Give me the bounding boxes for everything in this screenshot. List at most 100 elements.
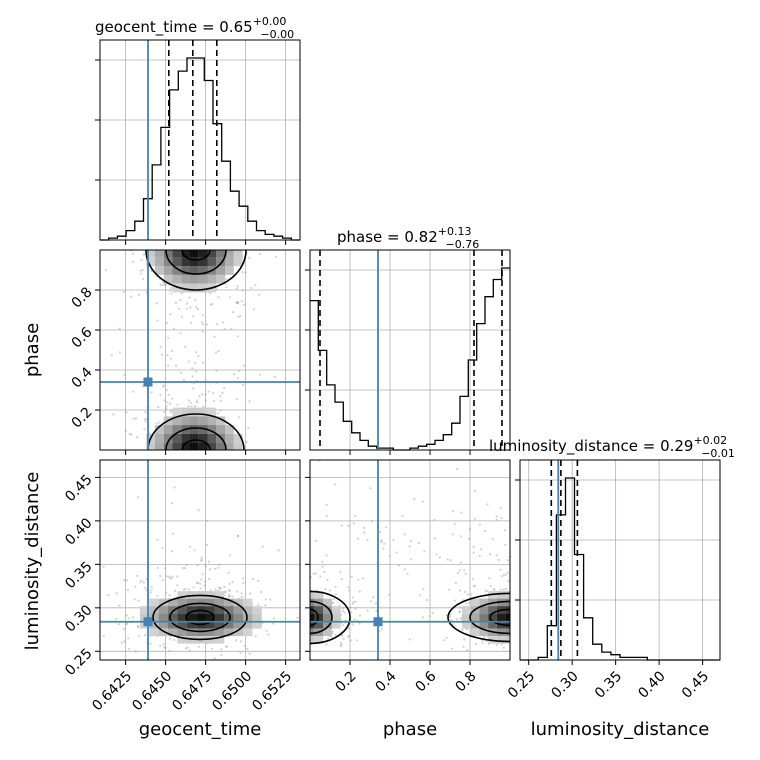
sample-point [259,252,262,255]
sample-point [347,635,350,639]
density-cell [243,628,253,637]
density-cell [198,433,208,443]
density-cell [331,613,341,622]
sample-point [503,529,506,532]
sample-point [507,580,510,583]
density-cell [198,283,208,293]
density-cell [196,613,206,622]
sample-point [118,604,121,607]
xlabel-geocent-time: geocent_time [139,719,262,740]
sample-point [261,545,264,548]
sample-point [491,537,494,541]
sample-point [125,614,128,617]
sample-point [492,587,495,591]
sample-point [205,543,209,547]
density-cell [216,266,226,275]
sample-point [236,335,239,338]
tick-label-geocent_time: 0.6450 [129,668,175,714]
tick-label-luminosity_distance: 0.25 [62,646,95,679]
sample-point [102,565,105,568]
sample-point [167,393,170,397]
sample-point [132,260,135,264]
density-cell [488,606,497,614]
density-cell [224,598,234,607]
sample-point [331,601,334,604]
sample-point [361,577,364,580]
density-cell [205,636,215,644]
density-cell [172,266,182,275]
sample-point [192,315,195,318]
density-cell [214,621,225,629]
sample-point [324,587,327,591]
sample-point [241,383,245,386]
sample-point [207,560,210,563]
density-cell [461,606,471,614]
sample-point [168,649,171,653]
density-cell [181,442,191,450]
sample-point [347,627,350,630]
sample-point [125,622,128,625]
sample-point [129,295,132,298]
sample-point [213,335,216,338]
sample-point [438,556,441,559]
sample-point [489,553,492,556]
sample-point [371,520,374,523]
sample-point [192,387,195,390]
sample-point [164,567,167,570]
sample-point [495,643,498,646]
sample-point [502,573,505,576]
density-cell [314,636,324,644]
sample-point [471,578,474,581]
sample-point [136,436,139,439]
sample-point [483,636,486,639]
sample-point [128,433,131,436]
sample-point [140,258,143,262]
sample-point [449,559,452,562]
density-cell [205,591,215,599]
sample-point [163,399,166,402]
density-cell [505,613,510,622]
sample-point [363,526,366,530]
sample-point [252,577,255,581]
sample-point [228,554,231,557]
panel-phase-luminosity_distance [309,459,511,661]
sample-point [225,645,228,648]
sample-point [380,539,383,542]
xlabel-phase: phase [383,719,437,740]
sample-point [137,293,140,296]
sample-point [474,584,477,587]
sample-point [169,402,172,405]
density-cell [172,407,182,417]
sample-point [182,588,185,591]
sample-point [472,551,475,554]
density-cell [198,250,208,258]
sample-point [202,405,205,409]
sample-point [209,292,212,295]
sample-point [235,301,238,304]
sample-point [212,392,215,395]
sample-point [167,336,170,339]
sample-point [223,386,226,389]
sample-point [156,319,159,322]
contour-line [152,594,248,641]
sample-point [504,573,508,576]
sample-point [115,592,118,595]
sample-point [473,517,476,520]
sample-point [366,539,369,542]
sample-point [164,646,167,650]
sample-point [150,391,153,394]
sample-point [132,390,135,393]
sample-point [220,399,223,402]
tick-label-geocent_time: 0.6425 [89,668,135,714]
density-cell [216,416,226,426]
density-cell [172,250,182,258]
density-cell [225,257,234,267]
sample-point [334,483,337,486]
sample-point [237,534,240,537]
sample-point [165,407,168,410]
sample-point [170,409,173,412]
density-cell [172,283,182,293]
density-cell [216,425,226,434]
sample-point [186,646,189,649]
sample-point [179,299,182,302]
